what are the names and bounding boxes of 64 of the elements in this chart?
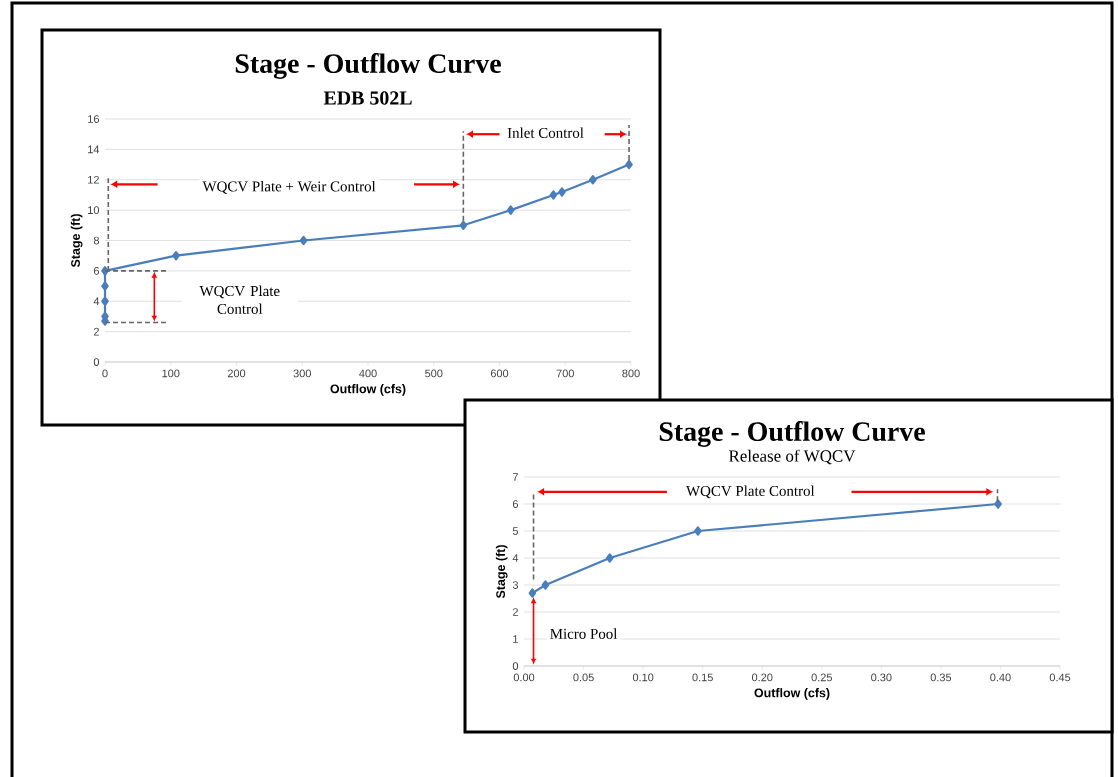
y-tick-label: 14 [88,145,100,154]
y-tick-label: 4 [93,297,100,306]
y-tick-label: 1 [513,635,518,643]
y-tick-label: 4 [512,554,519,562]
x-tick-label: 0.35 [930,673,952,682]
chart-subtitle: EDB 502L [323,91,412,105]
x-tick-label: 800 [622,369,640,378]
point [459,220,468,231]
point [694,526,702,536]
point [506,205,515,215]
y-tick-label: 3 [512,581,519,589]
annotation: WQCV Plate + Weir Control [202,180,376,194]
point [528,588,537,598]
x-tick-label: 0.10 [632,673,654,682]
x-tick-label: 700 [556,369,574,378]
annotation: WQCV Plate Control [199,285,280,314]
x-tick-label: 0.40 [990,673,1011,682]
x-tick-label: 0.20 [751,673,773,682]
annotation: Micro Pool [550,628,618,639]
x-tick-label: 0.00 [513,673,535,682]
x-tick-label: 0.30 [871,673,892,682]
y-axis-title: Stage (ft) [495,545,508,599]
y-tick-label: 2 [512,608,518,616]
x-tick-label: 0.05 [573,673,594,682]
point [101,296,109,306]
x-tick-label: 200 [227,369,246,378]
y-tick-label: 8 [93,236,99,245]
x-tick-label: 0.45 [1049,673,1071,682]
x-tick-label: 0 [102,369,108,378]
y-tick-label: 2 [93,327,99,336]
y-tick-label: 10 [88,206,100,215]
y-tick-label: 0 [512,662,519,670]
x-tick-label: 400 [359,369,377,378]
point [172,250,180,261]
x-tick-label: 0.15 [692,673,713,682]
point [589,175,597,185]
y-tick-label: 6 [93,267,99,275]
x-tick-label: 300 [293,369,311,378]
y-tick-label: 16 [88,115,99,123]
point [549,190,558,200]
x-tick-label: 600 [490,369,509,378]
point [558,187,566,197]
annotation: Inlet Control [507,127,584,138]
point [605,553,614,563]
point [299,235,308,246]
y-tick-label: 0 [93,358,100,366]
chart-title: Stage - Outflow Curve [235,53,501,79]
x-axis-title: Outflow (cfs) [754,688,830,700]
point [625,159,633,170]
annotation: WQCV Plate Control [686,485,815,499]
x-tick-label: 100 [162,369,180,378]
y-tick-label: 6 [512,500,519,508]
chart-subtitle: Release of WQCV [729,449,856,465]
y-tick-label: 12 [88,175,99,184]
point [994,499,1002,509]
x-tick-label: 500 [425,369,443,378]
chart-title: Stage - Outflow Curve [659,421,925,447]
point [541,580,550,590]
y-tick-label: 7 [512,473,518,481]
y-axis-title: Stage (ft) [70,214,83,268]
x-axis-title: Outflow (cfs) [330,384,406,396]
point [101,281,109,291]
y-tick-label: 5 [512,527,519,535]
x-tick-label: 0.25 [811,673,832,682]
